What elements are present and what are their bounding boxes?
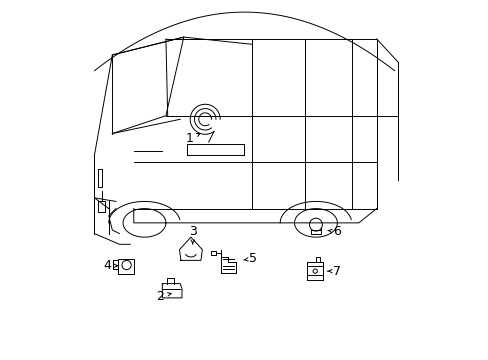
Text: 2: 2 xyxy=(156,289,171,303)
Text: 5: 5 xyxy=(244,252,257,265)
Text: 1: 1 xyxy=(185,132,200,145)
Text: 7: 7 xyxy=(327,265,341,278)
Text: 4: 4 xyxy=(103,259,117,272)
Text: 3: 3 xyxy=(188,225,196,244)
Text: 6: 6 xyxy=(327,225,341,238)
